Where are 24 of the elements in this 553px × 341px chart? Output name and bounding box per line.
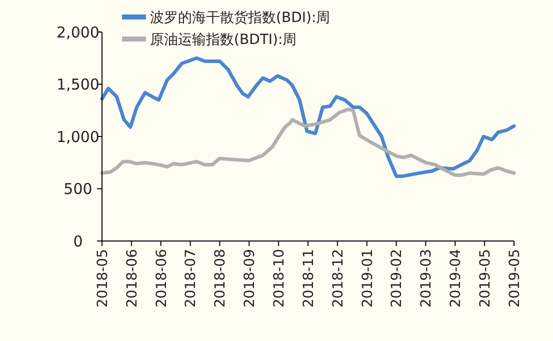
legend-label: 原油运输指数(BDTI):周 — [150, 32, 297, 48]
x-tick-label: 2019-05 — [477, 249, 494, 308]
y-tick-label: 0 — [73, 232, 83, 250]
y-tick-label: 1,500 — [56, 76, 100, 94]
x-tick-label: 2018-06 — [154, 248, 170, 308]
x-tick-label: 2018-08 — [212, 249, 229, 308]
x-tick-label: 2019-03 — [418, 249, 435, 308]
x-tick-label: 2019-05 — [506, 249, 523, 308]
x-tick-label: 2019-02 — [389, 249, 406, 308]
x-tick-label: 2018-06 — [124, 248, 140, 308]
x-tick-label: 2019-04 — [448, 248, 464, 308]
y-tick-label: 500 — [64, 180, 92, 198]
x-tick-label: 2018-07 — [183, 249, 200, 308]
line-series — [100, 56, 516, 178]
x-tick-label: 2018-12 — [330, 249, 346, 308]
y-tick-label: 2,000 — [56, 23, 100, 42]
x-tick-label: 2018-10 — [271, 249, 288, 308]
legend-label: 波罗的海干散货指数(BDI):周 — [150, 10, 330, 26]
x-tick-label: 2018-05 — [94, 249, 111, 308]
line-series — [100, 108, 516, 177]
x-tick-label: 2018-09 — [242, 249, 258, 308]
y-tick-label: 1,000 — [56, 128, 100, 146]
x-tick-label: 2019-01 — [360, 249, 376, 308]
x-tick-label: 2018-11 — [300, 249, 317, 308]
